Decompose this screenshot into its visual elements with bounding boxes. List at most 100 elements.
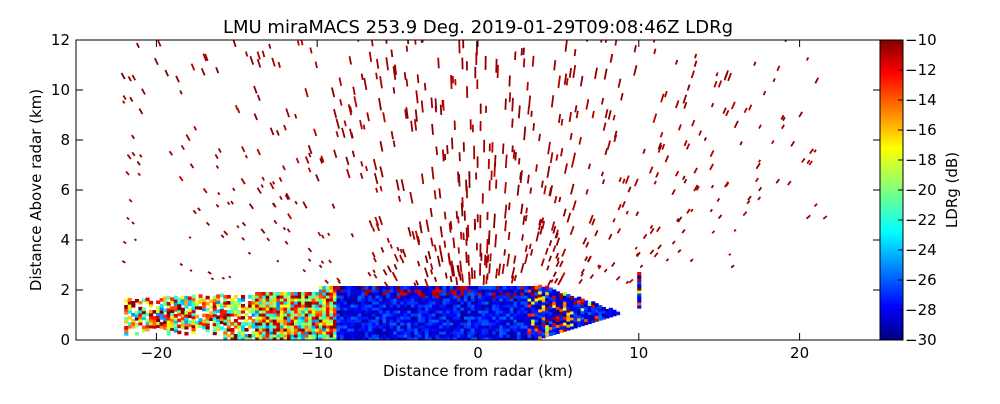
ldr-cell — [510, 286, 514, 290]
ldr-return — [277, 260, 279, 262]
ldr-return — [467, 228, 468, 241]
ldr-return — [515, 51, 516, 60]
ldr-return — [380, 141, 382, 151]
ldr-cell — [195, 300, 199, 304]
ldr-cell — [443, 286, 447, 290]
ldr-return — [322, 235, 324, 238]
ldr-return — [254, 86, 257, 93]
ldr-return — [231, 201, 233, 204]
ldr-cell — [312, 292, 316, 296]
ldr-cell — [305, 292, 309, 296]
ldr-cell — [301, 292, 305, 296]
ldr-return — [346, 157, 348, 165]
ldr-return — [635, 45, 637, 52]
ldr-return — [263, 51, 265, 57]
ldr-cell — [188, 297, 192, 301]
ldr-return — [759, 187, 762, 191]
ldr-cell — [489, 286, 493, 290]
ldr-cell — [245, 307, 249, 311]
ldr-return — [224, 231, 228, 235]
ldr-return — [732, 102, 735, 109]
ldr-cell — [199, 294, 203, 298]
ldr-return — [122, 73, 125, 79]
ldr-return — [571, 184, 574, 195]
ldr-return — [619, 177, 621, 181]
ldr-return — [749, 105, 752, 111]
ldr-cell — [174, 296, 178, 300]
ldr-cell — [142, 299, 146, 303]
ldr-return — [634, 65, 637, 75]
ldr-return — [673, 241, 676, 244]
ldr-return — [712, 185, 714, 188]
ldr-return — [366, 166, 367, 171]
ldr-return — [527, 82, 528, 90]
ldr-return — [740, 142, 742, 145]
ldr-cell — [248, 301, 252, 305]
ldr-cell — [411, 286, 415, 290]
ldr-return — [531, 249, 533, 256]
ldr-return — [352, 233, 354, 237]
ldr-return — [759, 125, 761, 129]
ldr-cell — [393, 286, 397, 290]
ldr-return — [122, 261, 125, 263]
ldr-return — [651, 225, 653, 228]
ldr-cell — [248, 295, 252, 299]
ldr-return — [608, 141, 610, 150]
ldr-cell — [192, 295, 196, 299]
ldr-return — [764, 91, 766, 95]
ldr-return — [553, 246, 555, 252]
ldr-cell — [156, 306, 160, 310]
ldr-cell — [283, 292, 287, 296]
ldr-return — [401, 249, 402, 253]
ldr-return — [621, 93, 623, 100]
ldr-return — [782, 125, 784, 129]
ldr-return — [431, 98, 432, 108]
ldr-return — [334, 109, 336, 118]
ldr-return — [402, 259, 404, 263]
ldr-return — [712, 231, 714, 234]
ldr-return — [562, 119, 563, 126]
ldr-return — [714, 81, 716, 87]
ldr-return — [526, 215, 527, 221]
ldr-return — [586, 242, 589, 247]
ldr-return — [458, 217, 459, 224]
ldr-return — [170, 151, 173, 155]
ldr-return — [402, 179, 404, 191]
ldr-cell — [146, 298, 150, 302]
colorbar-tick-label: −28 — [905, 301, 937, 319]
ldr-return — [158, 40, 161, 46]
ldr-cell — [177, 331, 181, 335]
ldr-cell — [351, 286, 355, 290]
ldr-return — [242, 147, 245, 152]
ldr-return — [685, 140, 687, 146]
ldr-return — [316, 62, 318, 68]
ldr-return — [208, 272, 211, 274]
ldr-return — [403, 249, 406, 257]
ldr-return — [823, 216, 827, 219]
ldr-return — [440, 245, 442, 254]
ldr-return — [729, 254, 731, 256]
ldr-cell — [276, 292, 280, 296]
ldr-return — [560, 261, 563, 267]
ldr-return — [395, 254, 398, 262]
ldr-return — [509, 203, 510, 211]
ldr-return — [280, 196, 282, 200]
ldr-return — [605, 69, 607, 80]
ldr-cell — [206, 308, 210, 312]
ldr-return — [528, 107, 529, 115]
ldr-return — [318, 232, 320, 236]
x-tick-label: 10 — [629, 344, 648, 362]
ldr-return — [283, 166, 285, 171]
ldr-return — [407, 79, 408, 87]
ldr-return — [525, 254, 528, 264]
ldr-return — [554, 272, 556, 277]
ldr-return — [521, 263, 524, 273]
ldr-return — [662, 144, 664, 150]
ldr-return — [514, 150, 515, 159]
ldr-cell — [609, 308, 613, 312]
ldr-cell — [245, 319, 249, 323]
ldr-cell — [170, 306, 174, 310]
ldr-return — [547, 166, 549, 178]
ldr-return — [257, 149, 260, 155]
ldr-return — [375, 173, 378, 184]
